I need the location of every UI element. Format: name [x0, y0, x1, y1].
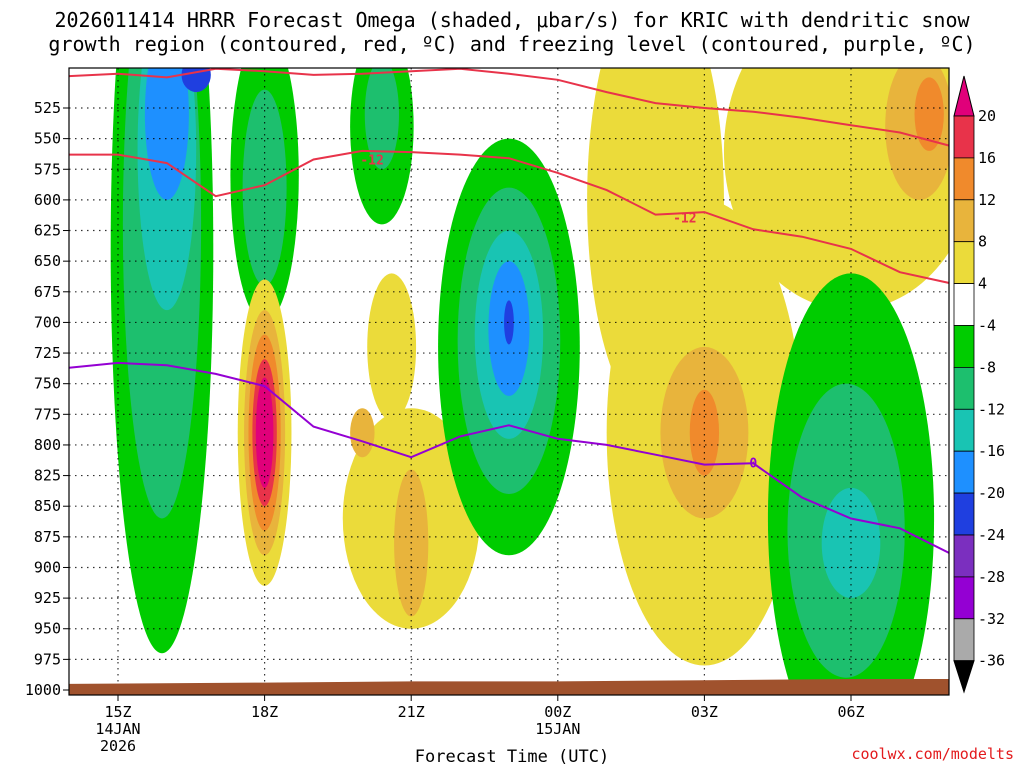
y-tick-label: 675 [34, 283, 61, 301]
terrain [69, 679, 949, 695]
colorbar-tick-label: 8 [978, 233, 987, 251]
x-axis-label: Forecast Time (UTC) [414, 747, 610, 767]
colorbar-tick-label: 12 [978, 191, 996, 209]
colorbar-bottom-arrow [953, 660, 975, 694]
x-tick-label: 15JAN [535, 720, 580, 738]
y-tick-label: 750 [34, 375, 61, 393]
x-tick-label: 18Z [251, 703, 278, 721]
colorbar: 20 16 12 8 4 -4 -8 -12 -16 -20 -24 -28 -32 -36 [953, 75, 1005, 694]
x-tick-label: 14JAN [95, 720, 140, 738]
y-tick-label: 875 [34, 528, 61, 546]
y-tick-label: 650 [34, 252, 61, 270]
omega-region [367, 273, 417, 421]
x-tick-label: 00Z [544, 703, 571, 721]
colorbar-tick-label: -32 [978, 610, 1005, 628]
contour-line-0 [69, 68, 949, 147]
y-tick-label: 625 [34, 222, 61, 240]
colorbar-segment [953, 366, 975, 410]
colorbar-tick-label: -12 [978, 400, 1005, 418]
colorbar-segment [953, 576, 975, 620]
omega-region [504, 300, 514, 345]
omega-region [587, 68, 724, 421]
x-tick-label: 15Z [104, 703, 131, 721]
colorbar-segment [953, 115, 975, 159]
omega-region [364, 68, 399, 170]
plot-frame [68, 67, 950, 696]
y-tick-label: 550 [34, 130, 61, 148]
omega-region [255, 377, 274, 488]
colorbar-segment [953, 241, 975, 284]
colorbar-tick-label: 16 [978, 149, 996, 167]
chart-title-line-2: growth region (contoured, red, ºC) and f… [48, 32, 976, 56]
colorbar-tick-label: -36 [978, 652, 1005, 670]
contour-label: -12 [360, 153, 383, 168]
colorbar-tick-label: 4 [978, 275, 987, 293]
colorbar-segment [953, 408, 975, 452]
y-tick-label: 775 [34, 405, 61, 423]
x-tick-label: 06Z [837, 703, 864, 721]
colorbar-segment [953, 534, 975, 578]
colorbar-segment [953, 199, 975, 243]
y-tick-label: 575 [34, 160, 61, 178]
terrain-fill [69, 679, 949, 695]
contour-line-1 [69, 149, 949, 284]
omega-region [350, 408, 375, 458]
colorbar-segment [953, 618, 975, 662]
colorbar-tick-label: 20 [978, 107, 996, 125]
colorbar-segment [953, 450, 975, 494]
chart-title: 2026011414 HRRR Forecast Omega (shaded, … [0, 8, 1024, 56]
omega-region [914, 77, 944, 151]
colorbar-top-arrow [953, 75, 975, 117]
credit-text[interactable]: coolwx.com/modelts [851, 745, 1014, 763]
colorbar-tick-label: -4 [978, 317, 996, 335]
colorbar-tick-label: -8 [978, 358, 996, 376]
y-tick-label: 725 [34, 344, 61, 362]
colorbar-segment [953, 157, 975, 201]
y-tick-label: 700 [34, 313, 61, 331]
omega-region [242, 89, 287, 286]
colorbar-segment [953, 283, 975, 326]
chart-title-line-1: 2026011414 HRRR Forecast Omega (shaded, … [54, 8, 970, 32]
omega-shading [110, 68, 949, 695]
contour-label: -12 [673, 212, 696, 227]
x-tick-label: 2026 [100, 737, 136, 755]
contour-label: 0 [749, 456, 757, 471]
omega-region [689, 389, 720, 476]
omega-region [144, 68, 189, 200]
x-tick-label: 21Z [398, 703, 425, 721]
x-tick-label: 03Z [691, 703, 718, 721]
colorbar-segment [953, 325, 975, 368]
y-tick-label: 525 [34, 99, 61, 117]
y-tick-label: 900 [34, 558, 61, 576]
y-tick-label: 800 [34, 436, 61, 454]
contour-line-2 [69, 361, 949, 555]
y-tick-label: 950 [34, 620, 61, 638]
grid [69, 68, 949, 695]
y-tick-label: 825 [34, 467, 61, 485]
y-tick-label: 850 [34, 497, 61, 515]
y-axis: 525 550 575 600 625 650 675 700 725 750 775 800 825 8… [25, 99, 69, 699]
colorbar-tick-label: -16 [978, 442, 1005, 460]
colorbar-tick-label: -20 [978, 484, 1005, 502]
y-tick-label: 925 [34, 589, 61, 607]
colorbar-tick-label: -24 [978, 526, 1005, 544]
colorbar-segment [953, 492, 975, 536]
y-tick-label: 1000 [25, 681, 61, 699]
y-tick-label: 975 [34, 650, 61, 668]
y-tick-label: 600 [34, 191, 61, 209]
colorbar-tick-label: -28 [978, 568, 1005, 586]
contour-lines: -12 -12 0 [69, 68, 949, 555]
